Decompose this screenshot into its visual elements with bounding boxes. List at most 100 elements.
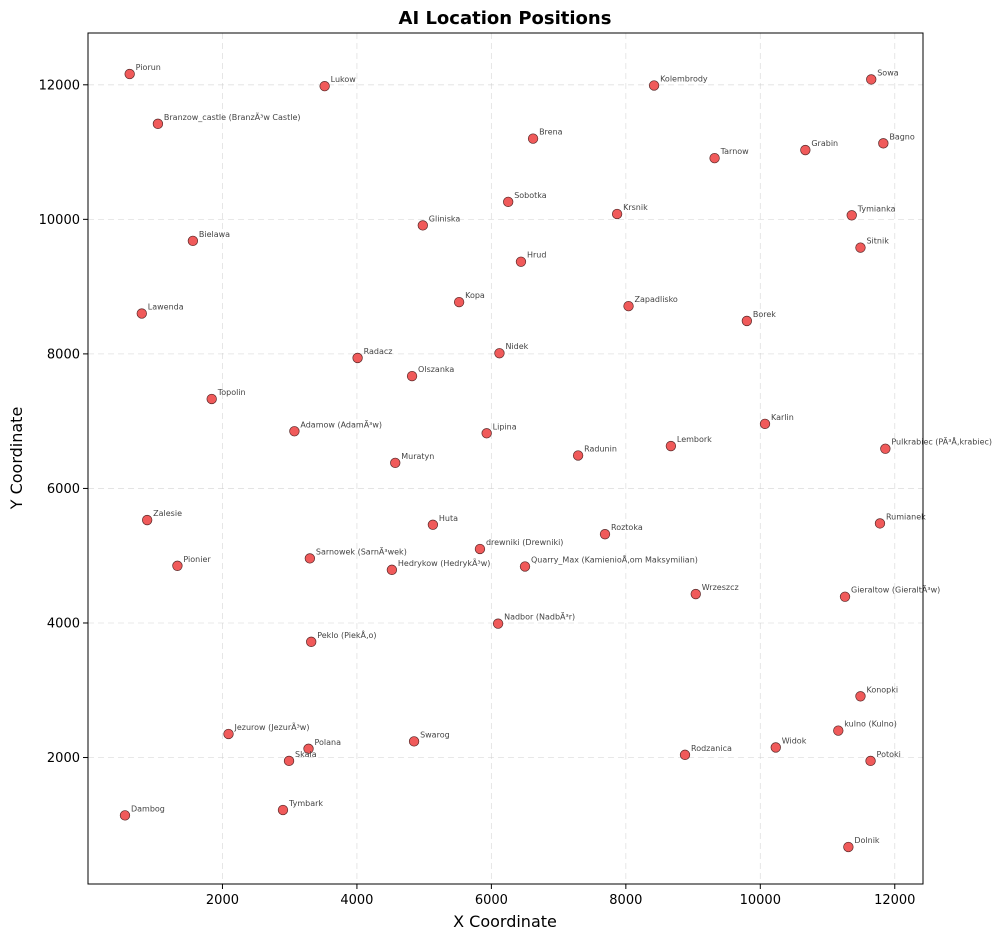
y-tick-label: 8000 — [47, 347, 80, 362]
data-point — [427, 519, 439, 530]
point-label: Zalesie — [153, 509, 182, 518]
point-label: Gliniska — [429, 214, 461, 223]
grid-lines — [88, 33, 923, 884]
y-tick-label: 12000 — [39, 78, 80, 93]
data-point — [319, 80, 330, 92]
point-label: Lawenda — [148, 303, 184, 312]
data-points — [119, 68, 891, 853]
data-point — [843, 841, 854, 853]
x-axis-label: X Coordinate — [453, 912, 557, 931]
data-point — [709, 152, 720, 164]
x-tick-label: 4000 — [340, 893, 373, 908]
point-label: Radacz — [364, 347, 393, 356]
point-label: Krsnik — [623, 203, 648, 212]
data-point — [406, 370, 418, 382]
point-label: Rumianek — [886, 512, 926, 521]
data-point — [152, 118, 164, 129]
point-label: Peklo (PiekÅ‚o) — [317, 629, 376, 640]
point-label: Pionier — [183, 555, 211, 564]
data-point — [386, 564, 398, 575]
data-point — [679, 749, 691, 760]
data-point — [599, 529, 611, 540]
point-label: Sowa — [877, 68, 899, 77]
data-point — [223, 728, 234, 740]
point-label: Wrzeszcz — [702, 583, 739, 592]
data-point — [866, 74, 877, 85]
data-point — [839, 591, 851, 602]
data-point — [611, 208, 623, 220]
point-label: Piorun — [136, 63, 161, 72]
point-label: Lukow — [331, 75, 357, 84]
data-point — [741, 315, 753, 327]
data-point — [172, 560, 183, 571]
point-label: Nidek — [505, 342, 528, 351]
point-label: Roztoka — [611, 523, 643, 532]
data-point — [855, 691, 866, 702]
data-point — [277, 804, 289, 816]
point-label: Hrud — [527, 251, 546, 260]
data-point — [304, 553, 316, 564]
point-label: Polana — [315, 738, 342, 747]
point-label: Branzow_castle (BranzÃ³w Castle) — [164, 112, 301, 122]
point-label: Lipina — [493, 422, 517, 431]
x-tick-label: 8000 — [609, 893, 642, 908]
data-point — [289, 426, 300, 437]
data-point — [865, 755, 876, 767]
data-point — [519, 561, 531, 572]
x-tick-label: 2000 — [206, 893, 239, 908]
data-point — [833, 725, 844, 736]
point-label: Brena — [539, 128, 563, 137]
x-tick-label: 6000 — [475, 893, 508, 908]
data-point — [417, 220, 428, 231]
data-point — [306, 636, 317, 647]
point-label: Hedrykow (HedrykÃ³w) — [398, 558, 491, 568]
data-point — [527, 133, 539, 144]
point-label: drewniki (Drewniki) — [486, 538, 563, 547]
data-point — [855, 242, 866, 253]
y-axis-ticks: 2000 4000 6000 8000 10000 12000 — [39, 78, 88, 766]
point-label: Tymianka — [857, 204, 896, 213]
point-label: Adamow (AdamÃ³w) — [300, 419, 382, 429]
data-point — [846, 210, 857, 221]
point-labels: Piorun Lukow Kolembrody Sowa Branzow_castle … — [131, 63, 992, 845]
data-point — [515, 256, 527, 267]
data-point — [481, 428, 492, 439]
point-label: Kopa — [465, 291, 485, 300]
point-label: Karlin — [771, 413, 794, 422]
data-point — [408, 736, 420, 747]
point-label: Radunin — [584, 444, 617, 453]
point-label: Topolin — [217, 388, 246, 397]
point-label: Lembork — [677, 435, 712, 444]
data-point — [665, 440, 677, 452]
point-label: Muratyn — [401, 452, 434, 461]
data-point — [453, 296, 465, 308]
data-point — [800, 144, 811, 156]
data-point — [878, 138, 889, 149]
point-label: Konopki — [866, 685, 898, 694]
data-point — [187, 235, 199, 247]
data-point — [124, 68, 135, 80]
point-label: Sobotka — [514, 191, 547, 200]
point-label: Borek — [753, 310, 776, 319]
y-tick-label: 10000 — [39, 213, 80, 228]
point-label: Tymbark — [288, 799, 323, 808]
data-point — [283, 755, 295, 767]
data-point — [770, 742, 781, 753]
point-label: Kolembrody — [660, 74, 708, 83]
data-point — [474, 543, 486, 555]
data-point — [880, 443, 891, 454]
data-point — [390, 457, 401, 469]
point-label: Olszanka — [418, 365, 454, 374]
data-point — [492, 618, 504, 629]
point-label: Quarry_Max (KamienioÅ‚om Maksymilian) — [531, 553, 698, 564]
point-label: Grabin — [811, 139, 838, 148]
point-label: Pulkrabiec (PÃ³Å‚krabiec) — [891, 436, 992, 447]
point-label: Bielawa — [199, 230, 230, 239]
point-label: Skala — [295, 750, 317, 759]
data-point — [874, 518, 886, 529]
point-label: Dambog — [131, 804, 165, 813]
data-point — [206, 393, 217, 405]
point-label: Widok — [782, 736, 807, 745]
